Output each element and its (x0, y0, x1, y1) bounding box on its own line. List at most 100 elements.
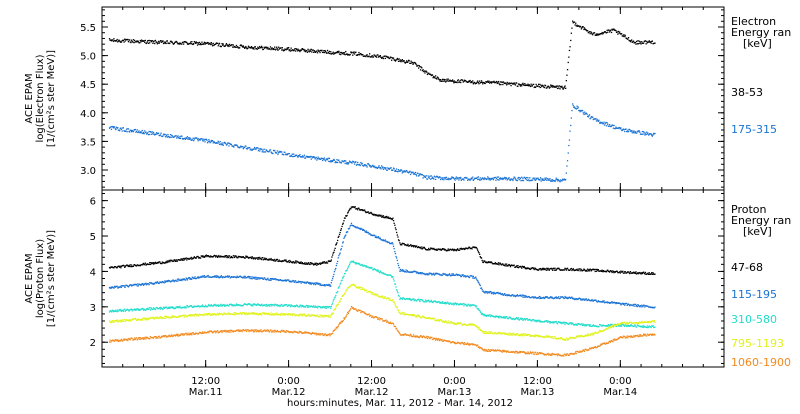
proton-series-310-580-point (590, 324, 591, 325)
electron-series-175-315-point (487, 178, 488, 179)
electron-series-175-315-point (496, 178, 497, 179)
electron-series-175-315-point (500, 177, 501, 178)
electron-series-38-53-point (287, 47, 288, 48)
electron-series-38-53-point (460, 82, 461, 83)
proton-series-47-68-point (182, 258, 183, 259)
electron-series-38-53-point (610, 30, 611, 31)
electron-series-175-315-point (201, 138, 202, 139)
electron-series-175-315-point (434, 176, 435, 177)
proton-series-47-68-point (234, 257, 235, 258)
proton-series-47-68-point (407, 245, 408, 246)
electron-series-175-315-point (522, 178, 523, 179)
electron-series-38-53-point (291, 48, 292, 49)
proton-series-47-68-point (123, 265, 124, 266)
proton-series-115-195-point (566, 297, 567, 298)
electron-series-38-53-point (514, 82, 515, 83)
proton-series-795-1193-point (243, 312, 244, 313)
proton-series-115-195-point (270, 278, 271, 279)
electron-series-38-53-point (350, 54, 351, 55)
proton-series-795-1193-point (117, 320, 118, 321)
electron-series-38-53-point (640, 41, 641, 42)
electron-series-38-53-point (299, 51, 300, 52)
electron-series-38-53-point (198, 44, 199, 45)
electron-series-175-315-point (480, 177, 481, 178)
proton-series-47-68-point (216, 256, 217, 257)
electron-series-175-315-point (522, 180, 523, 181)
electron-series-175-315-point (542, 178, 543, 179)
proton-series-310-580-point (179, 306, 180, 307)
proton-series-115-195-point (301, 283, 302, 284)
electron-series-38-53-point (580, 26, 581, 27)
proton-series-795-1193-point (160, 316, 161, 317)
electron-series-175-315-point (160, 134, 161, 135)
electron-series-175-315-point (151, 134, 152, 135)
electron-series-38-53-point (169, 43, 170, 44)
proton-series-795-1193-point (304, 314, 305, 315)
electron-series-175-315-point (115, 129, 116, 130)
electron-ytick-label: 4.5 (80, 80, 96, 91)
proton-series-115-195-point (538, 297, 539, 298)
electron-series-175-315-point (398, 169, 399, 170)
electron-series-175-315-point (135, 129, 136, 130)
proton-series-795-1193-point (142, 319, 143, 320)
electron-series-38-53-point (416, 64, 417, 65)
proton-series-310-580-point (467, 305, 468, 306)
proton-series-47-68-point (186, 257, 187, 258)
proton-series-115-195-point (295, 280, 296, 281)
proton-series-115-195-point (420, 272, 421, 273)
proton-series-310-580-point (331, 306, 332, 307)
electron-series-38-53-point (228, 45, 229, 46)
electron-series-38-53-point (239, 47, 240, 48)
electron-series-38-53-point (566, 75, 567, 76)
proton-series-795-1193-point (314, 315, 315, 316)
proton-series-310-580-point (549, 321, 550, 322)
electron-series-175-315-point (281, 151, 282, 152)
proton-series-115-195-point (481, 287, 482, 288)
proton-series-115-195-point (349, 227, 350, 228)
electron-ytick-label: 3.0 (80, 166, 96, 177)
proton-series-115-195-point (399, 267, 400, 268)
electron-series-38-53-point (609, 31, 610, 32)
electron-series-175-315-point (605, 122, 606, 123)
proton-series-115-195-point (580, 298, 581, 299)
proton-series-47-68-point (469, 247, 470, 248)
electron-series-38-53-point (345, 51, 346, 52)
electron-series-38-53-point (280, 47, 281, 48)
electron-series-38-53-point (562, 87, 563, 88)
electron-series-38-53-point (159, 43, 160, 44)
electron-series-175-315-point (646, 132, 647, 133)
electron-series-175-315-point (261, 149, 262, 150)
proton-series-310-580-point (564, 322, 565, 323)
electron-series-175-315-point (187, 139, 188, 140)
electron-series-175-315-point (559, 181, 560, 182)
electron-series-38-53-point (355, 52, 356, 53)
electron-series-175-315-point (488, 178, 489, 179)
electron-series-38-53-point (516, 82, 517, 83)
proton-series-795-1193-point (206, 313, 207, 314)
proton-series-115-195-point (540, 297, 541, 298)
electron-series-175-315-point (431, 178, 432, 179)
electron-series-38-53-point (448, 79, 449, 80)
proton-series-47-68-point (226, 257, 227, 258)
electron-series-175-315-point (164, 134, 165, 135)
electron-series-175-315-point (327, 159, 328, 160)
proton-series-115-195-point (319, 283, 320, 284)
electron-series-175-315-point (289, 153, 290, 154)
electron-series-38-53-point (352, 55, 353, 56)
proton-series-310-580-point (335, 295, 336, 296)
proton-series-115-195-point (120, 286, 121, 287)
proton-series-115-195-point (654, 307, 655, 308)
proton-series-310-580-point (210, 305, 211, 306)
electron-series-175-315-point (419, 174, 420, 175)
electron-series-175-315-point (478, 176, 479, 177)
proton-series-115-195-point (490, 291, 491, 292)
electron-series-175-315-point (598, 120, 599, 121)
electron-series-175-315-point (423, 175, 424, 176)
electron-ytick-label: 5.0 (80, 52, 96, 63)
electron-series-175-315-point (189, 139, 190, 140)
proton-series-115-195-point (341, 246, 342, 247)
electron-series-175-315-point (410, 174, 411, 175)
electron-series-38-53-point (236, 45, 237, 46)
proton-series-47-68-point (343, 220, 344, 221)
proton-series-310-580-point (305, 306, 306, 307)
